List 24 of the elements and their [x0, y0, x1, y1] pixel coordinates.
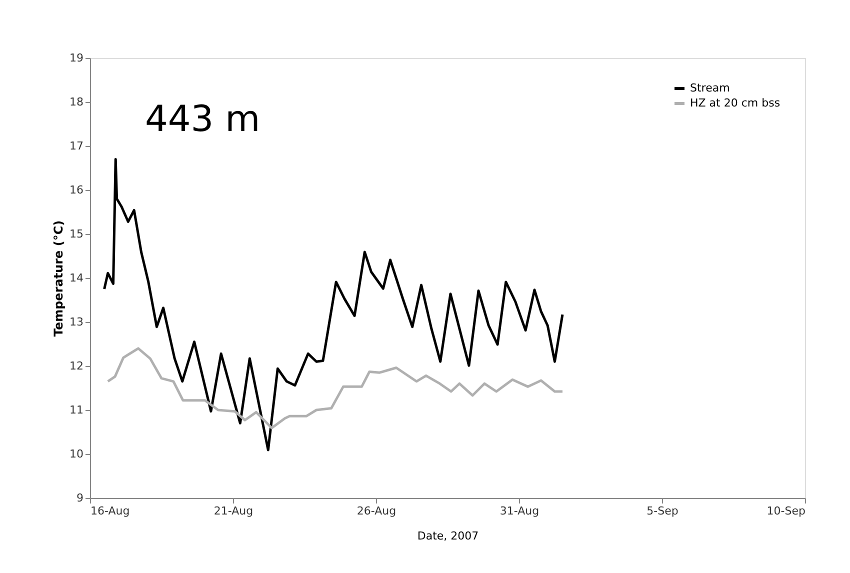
legend-label: HZ at 20 cm bss	[690, 96, 780, 110]
y-tick-label: 19	[70, 52, 84, 64]
y-tick-label: 14	[70, 272, 84, 284]
x-tick-label: 26-Aug	[356, 504, 396, 518]
x-tick-label: 31-Aug	[500, 504, 540, 518]
x-tick-label: 5-Sep	[646, 504, 678, 518]
y-tick-label: 11	[70, 404, 84, 416]
legend-label: Stream	[690, 82, 730, 94]
line-series	[103, 158, 564, 452]
line-series	[106, 347, 564, 430]
y-tick-label: 16	[70, 184, 84, 196]
x-tick-label: 10-Sep	[766, 504, 806, 518]
x-tick-label: 16-Aug	[90, 504, 130, 518]
y-tick-label: 9	[76, 492, 84, 504]
y-tick-label: 18	[70, 96, 84, 108]
annotation: 443 m	[145, 99, 260, 140]
x-tick-label: 21-Aug	[214, 504, 254, 518]
x-axis-title: Date, 2007	[417, 530, 479, 542]
y-axis-title: Temperature (°C)	[52, 220, 66, 337]
y-tick-label: 17	[70, 140, 84, 152]
y-tick-label: 15	[70, 228, 84, 240]
y-tick-label: 12	[70, 360, 84, 372]
y-tick-label: 13	[70, 316, 84, 328]
y-tick-label: 10	[70, 448, 84, 460]
